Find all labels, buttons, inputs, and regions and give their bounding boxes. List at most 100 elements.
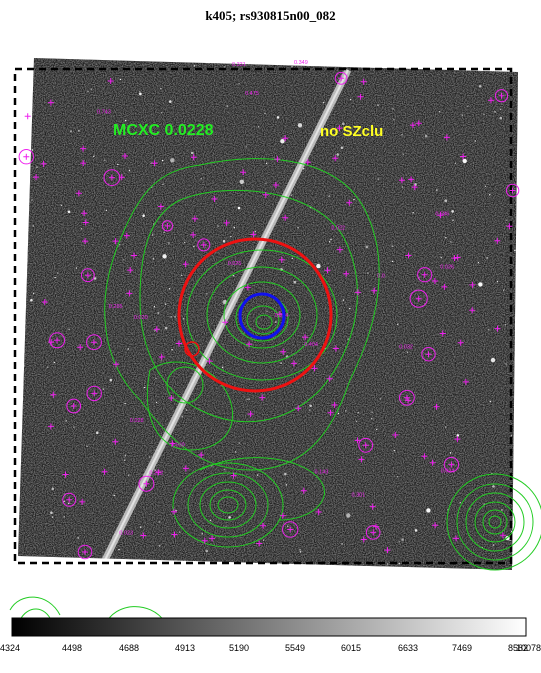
galaxy-marker bbox=[415, 120, 422, 127]
star bbox=[371, 418, 373, 420]
star bbox=[238, 83, 240, 85]
sz-status-label: no SZclu bbox=[320, 123, 383, 140]
galaxy-marker bbox=[244, 284, 251, 291]
star bbox=[391, 245, 394, 247]
galaxy-marker bbox=[77, 344, 84, 351]
star bbox=[234, 451, 237, 453]
star bbox=[206, 293, 208, 295]
galaxy-marker bbox=[433, 403, 440, 410]
star bbox=[398, 563, 400, 565]
star bbox=[297, 123, 303, 128]
galaxy-marker bbox=[112, 238, 119, 245]
star bbox=[73, 426, 75, 428]
galaxy-marker bbox=[494, 237, 501, 244]
star bbox=[490, 357, 496, 363]
star bbox=[50, 511, 53, 515]
galaxy-marker bbox=[354, 289, 361, 296]
galaxy-marker bbox=[101, 468, 108, 475]
star bbox=[499, 116, 503, 120]
star bbox=[162, 254, 167, 259]
star bbox=[140, 526, 142, 528]
star bbox=[386, 563, 389, 565]
galaxy-marker bbox=[280, 348, 287, 355]
galaxy-marker bbox=[332, 155, 339, 162]
galaxy-marker bbox=[262, 191, 269, 198]
galaxy-marker bbox=[122, 153, 128, 159]
redshift-label: 0.265 bbox=[109, 304, 123, 310]
star bbox=[451, 210, 454, 213]
galaxy-marker bbox=[276, 311, 283, 318]
galaxy-marker bbox=[460, 153, 467, 160]
galaxy-marker bbox=[360, 78, 367, 85]
star bbox=[337, 412, 340, 415]
star bbox=[182, 318, 185, 320]
galaxy-marker bbox=[62, 492, 77, 507]
redshift-label: 0.023 bbox=[119, 531, 133, 537]
galaxy-marker bbox=[384, 547, 391, 554]
star bbox=[67, 210, 71, 214]
star bbox=[401, 134, 403, 136]
galaxy-marker bbox=[451, 255, 458, 262]
galaxy-marker bbox=[488, 97, 494, 104]
galaxy-marker bbox=[86, 385, 102, 402]
galaxy-marker bbox=[259, 394, 266, 401]
galaxy-marker bbox=[409, 289, 428, 308]
star bbox=[444, 199, 448, 202]
galaxy-marker bbox=[107, 78, 114, 84]
star bbox=[124, 455, 127, 457]
galaxy-marker bbox=[190, 231, 197, 238]
star bbox=[452, 219, 454, 221]
star bbox=[357, 412, 359, 414]
galaxy-marker bbox=[334, 71, 348, 85]
star bbox=[155, 377, 157, 380]
xray-contours bbox=[9, 158, 541, 626]
galaxy-marker bbox=[80, 145, 87, 152]
star bbox=[65, 420, 67, 422]
galaxy-marker bbox=[311, 365, 318, 372]
star bbox=[426, 508, 431, 513]
star bbox=[179, 531, 181, 533]
galaxy-marker bbox=[77, 544, 93, 560]
star bbox=[489, 194, 491, 196]
galaxy-marker bbox=[429, 459, 436, 466]
star bbox=[119, 78, 122, 81]
star bbox=[170, 158, 175, 163]
colorbar-tick-label: 4324 bbox=[0, 643, 21, 653]
star bbox=[377, 178, 379, 180]
galaxy-marker bbox=[103, 169, 121, 187]
star bbox=[230, 235, 232, 238]
galaxy-marker bbox=[18, 149, 34, 165]
star bbox=[286, 525, 289, 527]
galaxy-marker bbox=[431, 278, 438, 284]
galaxy-marker bbox=[494, 89, 509, 103]
star bbox=[63, 500, 65, 503]
star bbox=[424, 65, 426, 68]
star bbox=[336, 153, 340, 156]
galaxy-marker bbox=[408, 176, 415, 183]
redshift-label: 0.028 bbox=[130, 418, 144, 424]
star bbox=[102, 388, 105, 390]
star bbox=[444, 426, 447, 428]
star bbox=[93, 155, 95, 158]
star bbox=[217, 225, 219, 227]
star bbox=[237, 206, 241, 210]
galaxy-marker bbox=[50, 391, 57, 398]
star bbox=[23, 186, 26, 188]
redshift-label: 0.143 bbox=[315, 470, 329, 476]
star bbox=[193, 245, 195, 248]
star bbox=[459, 502, 461, 504]
galaxy-marker bbox=[79, 498, 86, 505]
star bbox=[266, 310, 268, 313]
star bbox=[445, 237, 447, 239]
star bbox=[86, 445, 88, 447]
galaxy-marker bbox=[505, 183, 520, 198]
star bbox=[501, 509, 503, 511]
galaxy-marker bbox=[409, 122, 416, 129]
star bbox=[154, 469, 156, 471]
star bbox=[280, 362, 282, 364]
star bbox=[36, 166, 38, 168]
star bbox=[406, 351, 409, 353]
star bbox=[57, 272, 59, 274]
star bbox=[510, 435, 513, 437]
star bbox=[291, 66, 293, 68]
